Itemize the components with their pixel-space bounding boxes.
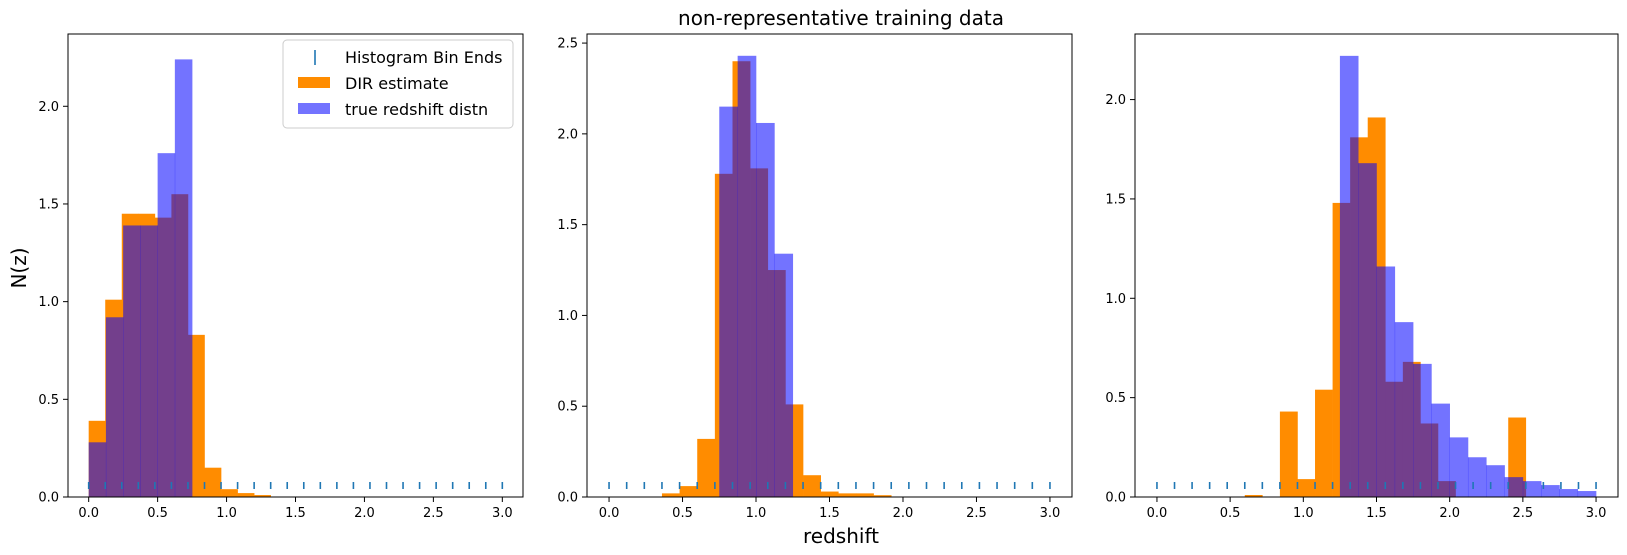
true-bar	[140, 225, 158, 497]
x-tick-label: 1.0	[746, 506, 767, 521]
y-tick-label: 0.0	[38, 491, 59, 506]
y-tick-label: 0.5	[1105, 391, 1126, 406]
x-tick-label: 0.5	[672, 506, 693, 521]
y-tick-label: 2.0	[557, 127, 578, 142]
true-bar	[1577, 491, 1597, 497]
x-tick-label: 2.5	[423, 506, 444, 521]
x-tick-label: 3.0	[1040, 506, 1061, 521]
true-bar	[174, 59, 193, 497]
dir-bar	[661, 493, 680, 497]
dir-bar	[1244, 495, 1263, 497]
x-tick-label: 1.0	[1293, 506, 1314, 521]
legend-label-true: true redshift distn	[345, 100, 488, 119]
true-bar	[737, 55, 757, 497]
true-bar	[774, 253, 794, 497]
y-tick-label: 1.0	[557, 309, 578, 324]
x-tick-label: 0.0	[1147, 506, 1168, 521]
dir-bar	[221, 489, 238, 497]
x-tick-label: 0.5	[1220, 506, 1241, 521]
y-tick-label: 0.5	[557, 400, 578, 415]
dir-bar	[1297, 479, 1316, 497]
dir-bar	[855, 493, 874, 497]
legend-patch-true	[298, 103, 330, 114]
true-bar	[1431, 403, 1450, 497]
legend-frame	[282, 39, 514, 129]
dir-bar	[1279, 411, 1298, 497]
dir-bar	[697, 438, 716, 497]
true-bar	[1467, 457, 1487, 497]
true-bar	[1486, 465, 1505, 497]
legend-patch-dir	[298, 77, 330, 88]
x-tick-label: 0.5	[147, 506, 168, 521]
true-bar	[1413, 363, 1432, 497]
true-bar	[1522, 481, 1542, 497]
x-tick-label: 2.0	[1439, 506, 1460, 521]
y-tick-label: 0.0	[1105, 491, 1126, 506]
y-tick-label: 0.5	[38, 393, 59, 408]
dir-bar	[803, 475, 821, 497]
true-bar	[105, 317, 124, 497]
true-bar	[719, 106, 738, 498]
x-tick-label: 0.0	[599, 506, 620, 521]
legend-label-bin-ends: Histogram Bin Ends	[345, 48, 502, 67]
true-bar	[1504, 477, 1524, 497]
true-bar	[88, 442, 107, 497]
y-tick-label: 2.0	[1105, 93, 1126, 108]
true-bar	[1559, 489, 1579, 497]
y-axis-label: N(z)	[7, 247, 31, 288]
true-bar	[1394, 322, 1414, 497]
figure-title: non-representative training data	[678, 6, 1004, 30]
x-tick-label: 3.0	[1586, 506, 1607, 521]
true-bar	[1358, 163, 1377, 497]
true-bar	[123, 225, 141, 497]
y-tick-label: 1.0	[1105, 292, 1126, 307]
true-bar	[157, 153, 176, 498]
panel-3: 0.0 0.5 1.0 1.5 2.0 2.5 3.0 0.0 0.5 1.0 1.5 2.0	[1105, 33, 1619, 521]
panel-1: 0.0 0.5 1.0 1.5 2.0 2.5 3.0 0.0 0.5 1.0 1.5 2.0	[38, 33, 524, 521]
true-bar	[1449, 437, 1469, 497]
x-tick-label: 1.5	[819, 506, 840, 521]
x-tick-label: 1.0	[216, 506, 237, 521]
dir-bar	[820, 491, 839, 497]
true-bar	[756, 122, 775, 497]
dir-bar	[873, 495, 892, 497]
true-bar	[1339, 55, 1359, 497]
dir-bar	[1315, 389, 1333, 497]
legend-label-dir: DIR estimate	[345, 74, 449, 93]
x-tick-label: 2.5	[966, 506, 987, 521]
panel-2: 0.0 0.5 1.0 1.5 2.0 2.5 3.0 0.0 0.5 1.0 1.5 2.0 2.5	[557, 33, 1073, 521]
legend: Histogram Bin Ends DIR estimate true red…	[282, 39, 514, 129]
y-tick-label: 1.5	[557, 218, 578, 233]
dir-bar	[679, 486, 698, 497]
x-tick-label: 2.0	[354, 506, 375, 521]
true-bar	[1541, 485, 1560, 497]
dir-bar	[237, 493, 255, 497]
y-tick-label: 2.5	[557, 37, 578, 52]
x-tick-label: 2.0	[893, 506, 914, 521]
x-tick-label: 2.5	[1513, 506, 1534, 521]
x-tick-label: 1.5	[1366, 506, 1387, 521]
y-tick-label: 1.5	[1105, 192, 1126, 207]
x-tick-label: 1.5	[285, 506, 306, 521]
x-axis-label: redshift	[803, 524, 879, 548]
y-tick-label: 2.0	[38, 100, 59, 115]
x-tick-label: 3.0	[492, 506, 513, 521]
dir-bar	[254, 495, 271, 497]
dir-bar	[204, 467, 222, 497]
y-tick-label: 0.0	[557, 491, 578, 506]
y-tick-label: 1.0	[38, 295, 59, 310]
axes-frame	[586, 33, 1073, 498]
dir-bar	[838, 493, 857, 497]
x-tick-label: 0.0	[78, 506, 99, 521]
y-tick-label: 1.5	[38, 197, 59, 212]
true-bar	[1376, 266, 1396, 497]
